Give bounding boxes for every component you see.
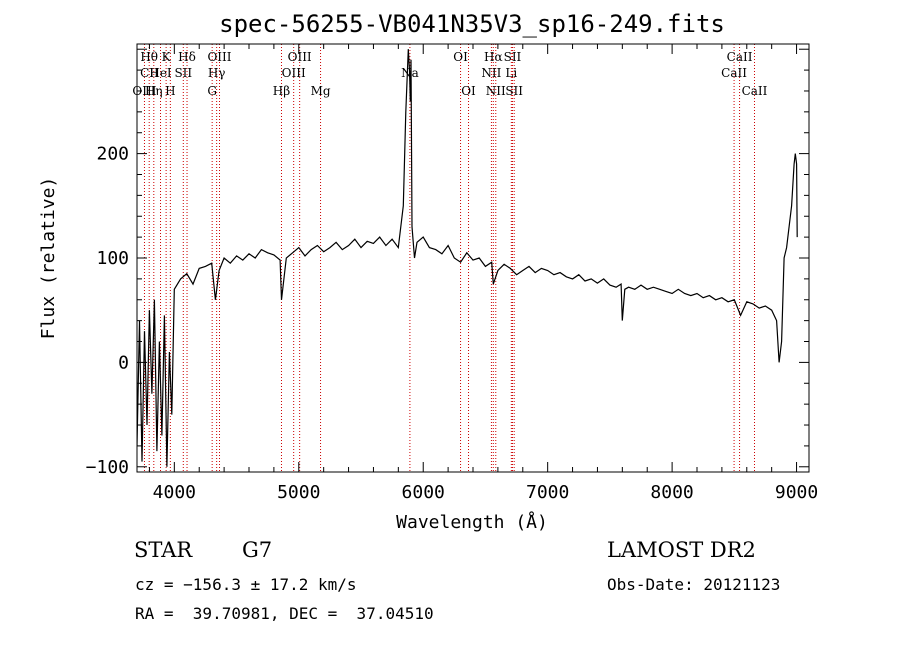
- line-label-5: OI: [453, 50, 468, 64]
- x-axis-ticks: 4000 5000 6000 7000 8000 9000: [148, 44, 818, 503]
- x-tick-label: 9000: [775, 482, 818, 503]
- line-label-19: Hη: [145, 84, 163, 98]
- ra-dec-coordinates: RA = 39.70981, DEC = 37.04510: [135, 604, 434, 623]
- line-label-16: Li: [505, 66, 517, 80]
- x-tick-label: 8000: [650, 482, 693, 503]
- line-label-8: CaII: [727, 50, 753, 64]
- line-label-18: OIII: [132, 84, 156, 98]
- line-label-7: SII: [504, 50, 522, 64]
- y-tick-label: −100: [86, 457, 129, 478]
- line-label-13: OIII: [282, 66, 306, 80]
- line-label-15: NII: [481, 66, 501, 80]
- y-tick-label: 200: [96, 144, 129, 165]
- line-label-25: NII: [486, 84, 506, 98]
- x-tick-label: 7000: [526, 482, 569, 503]
- redshift-velocity: cz = −156.3 ± 17.2 km/s: [135, 575, 357, 594]
- spectrum-series: [137, 49, 798, 467]
- line-label-20: H: [165, 84, 175, 98]
- y-axis-label: Flux (relative): [38, 177, 59, 340]
- y-tick-label: 0: [118, 352, 129, 373]
- plot-frame: [136, 43, 810, 473]
- line-label-26: SII: [505, 84, 523, 98]
- line-label-10: HeI: [149, 66, 172, 80]
- x-tick-label: 5000: [277, 482, 320, 503]
- y-tick-label: 100: [96, 248, 129, 269]
- line-label-23: Mg: [311, 84, 331, 98]
- line-label-9: CII: [140, 66, 159, 80]
- line-label-0: Hθ: [140, 50, 158, 64]
- survey-name: LAMOST DR2: [607, 538, 756, 562]
- x-tick-label: 4000: [153, 482, 196, 503]
- line-label-2: Hδ: [178, 50, 196, 64]
- line-label-21: G: [207, 84, 217, 98]
- line-label-3: OIII: [207, 50, 231, 64]
- emission-line-markers: [143, 44, 755, 472]
- line-label-1: K: [162, 50, 172, 64]
- x-tick-label: 6000: [402, 482, 445, 503]
- line-label-11: SII: [174, 66, 192, 80]
- line-label-24: OI: [461, 84, 476, 98]
- object-subclass: G7: [242, 538, 273, 562]
- line-label-22: Hβ: [273, 84, 290, 98]
- object-class: STAR: [134, 538, 193, 562]
- line-label-6: Hα: [484, 50, 503, 64]
- line-label-4: OIII: [288, 50, 312, 64]
- y-axis-ticks: −100 0 100 200: [86, 48, 809, 478]
- chart-title: spec-56255-VB041N35V3_sp16-249.fits: [219, 10, 725, 38]
- series-line-0: [137, 49, 798, 467]
- line-label-17: CaII: [721, 66, 747, 80]
- x-axis-label: Wavelength (Å): [396, 511, 548, 533]
- line-label-27: CaII: [742, 84, 768, 98]
- observation-date: Obs-Date: 20121123: [607, 575, 781, 594]
- line-label-12: Hγ: [208, 66, 226, 80]
